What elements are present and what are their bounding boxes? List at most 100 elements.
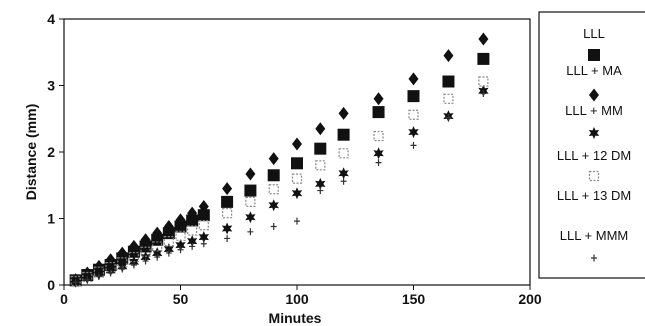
x-tick-label: 200 <box>518 291 542 307</box>
data-point <box>408 72 419 86</box>
y-tick-label: 0 <box>47 277 55 293</box>
data-point <box>315 177 326 190</box>
legend-label: LLL <box>583 26 605 41</box>
legend: LLL LLL + MA LLL + MM LLL + 12 DM LLL + 13 D… <box>538 11 645 279</box>
data-point <box>174 220 187 233</box>
data-point <box>221 222 233 235</box>
legend-marker <box>588 170 600 182</box>
data-point <box>175 230 186 241</box>
data-point <box>408 126 419 139</box>
data-point <box>93 259 104 273</box>
legend-label: LLL + 13 DM <box>557 188 631 203</box>
data-point <box>338 167 349 180</box>
data-point <box>221 195 234 208</box>
data-point <box>84 276 91 284</box>
data-point <box>163 236 174 247</box>
data-point <box>375 159 382 167</box>
y-tick-label: 3 <box>47 78 55 94</box>
legend-marker <box>588 127 600 139</box>
data-point <box>291 157 303 170</box>
data-point <box>140 233 151 247</box>
series-0 <box>69 52 490 287</box>
data-point <box>410 141 417 149</box>
data-point <box>244 184 257 197</box>
data-point <box>222 208 233 219</box>
data-point <box>317 187 324 195</box>
data-point <box>268 199 279 212</box>
data-point <box>245 211 256 224</box>
data-point <box>442 75 455 88</box>
data-point <box>294 217 300 225</box>
x-axis-title: Minutes <box>269 310 322 326</box>
data-point <box>478 76 489 87</box>
legend-marker <box>591 254 597 262</box>
data-point <box>198 231 209 244</box>
data-point <box>268 152 279 166</box>
data-point <box>270 222 277 230</box>
data-point <box>198 220 209 231</box>
data-point <box>373 130 384 142</box>
data-point <box>480 89 487 97</box>
data-point <box>154 253 161 261</box>
data-point <box>408 109 419 120</box>
data-point <box>130 261 137 269</box>
data-point <box>373 92 384 106</box>
series-2 <box>70 84 489 288</box>
data-point <box>337 128 350 141</box>
data-point <box>163 219 174 233</box>
data-point <box>177 246 184 254</box>
series-5 <box>72 89 487 286</box>
data-point <box>128 239 139 253</box>
data-point <box>175 239 186 252</box>
data-point <box>187 206 198 220</box>
data-point <box>119 265 126 273</box>
data-point <box>292 137 302 151</box>
y-tick-label: 1 <box>47 211 55 227</box>
data-point <box>198 200 209 214</box>
data-point <box>443 49 454 63</box>
x-tick-label: 0 <box>60 291 68 307</box>
data-point <box>315 122 326 136</box>
data-point <box>142 257 149 265</box>
plot-area: 0 50 100 150 200 0 1 2 3 4 Minutes Distance (mm) <box>23 11 542 326</box>
data-point <box>291 187 303 200</box>
y-tick-label: 2 <box>47 144 55 160</box>
series-3 <box>70 76 489 287</box>
data-point <box>373 147 384 160</box>
x-tick-label: 50 <box>173 291 189 307</box>
data-point <box>245 196 256 207</box>
data-point <box>407 90 420 103</box>
data-point <box>139 240 152 253</box>
data-point <box>186 214 199 227</box>
data-point <box>478 32 489 46</box>
data-point <box>268 184 279 195</box>
data-point <box>152 241 163 252</box>
data-point <box>107 269 114 277</box>
data-point <box>165 249 172 257</box>
legend-label: LLL + MM <box>565 103 623 118</box>
data-point <box>175 213 186 227</box>
legend-marker <box>589 88 599 102</box>
data-point <box>95 272 102 280</box>
data-point <box>152 226 163 240</box>
data-point <box>187 225 198 236</box>
data-point <box>187 235 198 248</box>
y-tick-label: 4 <box>47 11 55 27</box>
data-point <box>443 93 454 104</box>
y-axis-title: Distance (mm) <box>23 104 39 200</box>
data-point <box>338 148 349 159</box>
legend-marker <box>588 49 600 61</box>
data-point <box>117 246 128 260</box>
data-point <box>314 142 327 155</box>
data-point <box>140 246 151 257</box>
data-point <box>152 247 163 260</box>
data-point <box>445 113 452 121</box>
series-1 <box>70 32 489 287</box>
data-point <box>189 242 196 250</box>
data-point <box>338 106 349 120</box>
data-point <box>247 228 254 236</box>
data-point <box>72 278 79 286</box>
data-point <box>340 177 347 185</box>
data-point <box>245 167 256 181</box>
